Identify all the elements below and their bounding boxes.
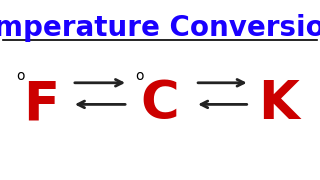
Text: Temperature Conversions: Temperature Conversions <box>0 14 320 42</box>
Text: o: o <box>135 69 143 83</box>
Text: F: F <box>24 78 60 130</box>
Text: o: o <box>17 69 25 83</box>
Text: K: K <box>258 78 299 130</box>
Text: C: C <box>140 78 180 130</box>
